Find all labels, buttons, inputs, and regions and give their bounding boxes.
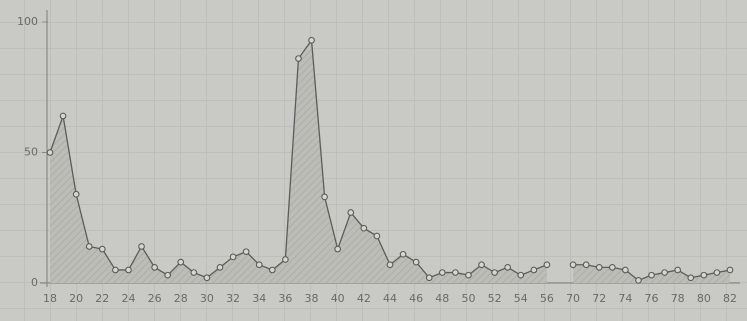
point	[413, 259, 419, 265]
point	[387, 262, 393, 268]
point	[727, 267, 733, 273]
point	[544, 262, 550, 268]
point	[296, 56, 302, 62]
x-tick-label: 20	[69, 292, 83, 305]
point	[230, 254, 236, 260]
x-tick-label: 28	[174, 292, 188, 305]
x-tick-label: 36	[278, 292, 292, 305]
x-tick-label: 34	[252, 292, 266, 305]
x-tick-label: 46	[409, 292, 423, 305]
x-tick-label: 24	[121, 292, 135, 305]
point	[649, 272, 655, 278]
point	[688, 275, 694, 281]
point	[270, 267, 276, 273]
y-tick-label: 0	[31, 276, 38, 289]
x-tick-label: 80	[697, 292, 711, 305]
x-tick-label: 48	[435, 292, 449, 305]
point	[518, 272, 524, 278]
point	[335, 246, 341, 252]
x-tick-label: 76	[645, 292, 659, 305]
point	[531, 267, 537, 273]
point	[479, 262, 485, 268]
point	[583, 262, 589, 268]
point	[596, 265, 602, 271]
x-tick-label: 32	[226, 292, 240, 305]
x-tick-label: 18	[43, 292, 57, 305]
point	[47, 150, 53, 156]
point	[701, 272, 707, 278]
point	[570, 262, 576, 268]
x-tick-label: 40	[331, 292, 345, 305]
point	[636, 278, 642, 284]
point	[662, 270, 668, 276]
point	[86, 244, 92, 250]
point	[374, 233, 380, 239]
point	[73, 191, 79, 197]
x-tick-label: 82	[723, 292, 737, 305]
x-tick-label: 38	[305, 292, 319, 305]
point	[426, 275, 432, 281]
point	[400, 251, 406, 257]
y-tick-label: 50	[24, 146, 38, 159]
point	[492, 270, 498, 276]
x-tick-label: 78	[671, 292, 685, 305]
x-tick-label: 42	[357, 292, 371, 305]
point	[256, 262, 262, 268]
point	[714, 270, 720, 276]
point	[610, 265, 616, 271]
point	[283, 257, 289, 263]
x-tick-label: 44	[383, 292, 397, 305]
point	[466, 272, 472, 278]
point	[113, 267, 119, 273]
point	[309, 37, 315, 43]
point	[243, 249, 249, 255]
x-tick-label: 74	[618, 292, 632, 305]
point	[348, 210, 354, 216]
point	[152, 265, 158, 271]
x-tick-label: 70	[566, 292, 580, 305]
point	[165, 272, 171, 278]
point	[217, 265, 223, 271]
point	[453, 270, 459, 276]
point	[361, 225, 367, 231]
point	[623, 267, 629, 273]
x-tick-label: 22	[95, 292, 109, 305]
point	[178, 259, 184, 265]
x-tick-label: 26	[148, 292, 162, 305]
point	[675, 267, 681, 273]
y-tick-label: 100	[17, 15, 38, 28]
x-tick-label: 54	[514, 292, 528, 305]
point	[60, 113, 66, 119]
point	[100, 246, 106, 252]
point	[126, 267, 132, 273]
point	[204, 275, 210, 281]
point	[191, 270, 197, 276]
point	[322, 194, 328, 200]
x-tick-label: 56	[540, 292, 554, 305]
point	[139, 244, 145, 250]
point	[505, 265, 511, 271]
point	[440, 270, 446, 276]
x-tick-label: 50	[461, 292, 475, 305]
chart: 0 50 100 18 20 22 24 26 28 30 32 34 36 38 40 42 44 46 48 50…	[0, 0, 747, 321]
x-tick-label: 72	[592, 292, 606, 305]
x-tick-label: 30	[200, 292, 214, 305]
x-tick-label: 52	[488, 292, 502, 305]
